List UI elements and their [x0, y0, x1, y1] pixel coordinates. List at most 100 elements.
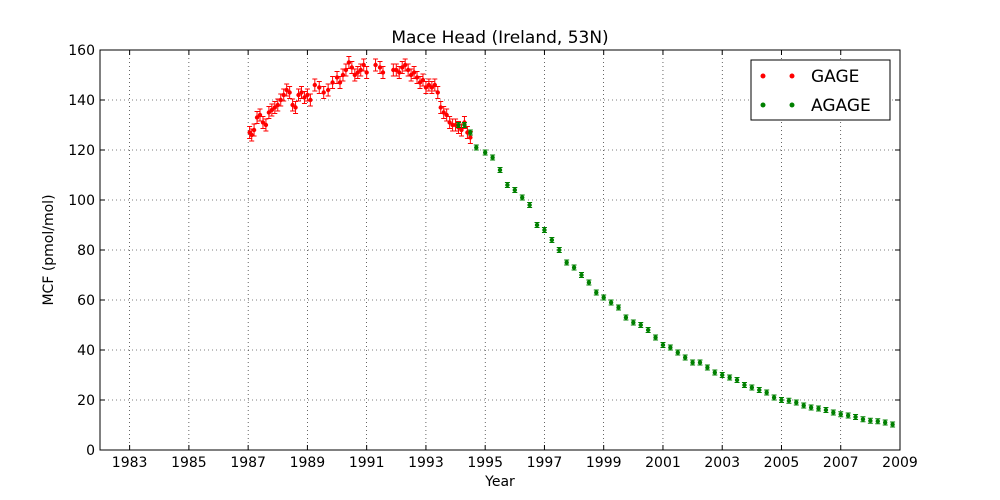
data-point	[441, 110, 446, 115]
legend-box	[750, 59, 891, 121]
data-point	[786, 398, 792, 403]
data-point	[429, 85, 435, 90]
data-point	[808, 405, 814, 410]
legend-agage-marker	[760, 102, 766, 108]
data-point	[549, 237, 555, 243]
data-point	[749, 385, 755, 390]
y-axis-title: MCF (pmol/mol)	[41, 194, 57, 305]
data-point	[564, 260, 569, 265]
data-point	[308, 97, 313, 103]
x-tick-label: 2003	[704, 455, 740, 471]
data-point	[868, 418, 873, 423]
data-point	[278, 97, 283, 103]
data-point	[426, 82, 432, 88]
data-point	[468, 130, 473, 135]
data-point	[616, 305, 621, 310]
data-point	[330, 80, 335, 85]
y-tick-label: 160	[68, 43, 95, 59]
data-point	[571, 265, 577, 270]
y-tick-label: 60	[77, 293, 95, 309]
data-point	[423, 85, 429, 90]
data-point	[284, 87, 289, 93]
data-point	[358, 67, 363, 73]
data-point	[794, 400, 799, 405]
data-point	[882, 420, 888, 425]
data-point	[890, 422, 895, 427]
x-tick-label: 1983	[112, 455, 148, 471]
data-point	[312, 82, 318, 88]
data-point	[623, 315, 629, 320]
data-point	[831, 410, 836, 415]
data-point	[334, 75, 340, 80]
data-point	[340, 72, 346, 78]
legend-gage-marker	[760, 73, 766, 79]
data-point	[631, 320, 636, 325]
data-point	[447, 120, 452, 125]
data-point	[660, 342, 666, 348]
data-point	[296, 92, 301, 98]
data-point	[497, 167, 503, 173]
data-point	[690, 360, 695, 365]
data-point	[474, 145, 479, 150]
data-point	[321, 90, 326, 95]
data-point	[764, 390, 769, 395]
y-tick-label: 0	[86, 443, 95, 459]
data-point	[586, 280, 592, 285]
data-point	[682, 355, 688, 360]
y-tick-label: 120	[68, 143, 95, 159]
data-point	[705, 365, 710, 370]
data-point	[272, 105, 278, 110]
data-point	[875, 419, 880, 424]
x-tick-label: 2005	[764, 455, 800, 471]
data-point	[414, 75, 420, 80]
data-point	[263, 122, 269, 128]
data-point	[482, 150, 488, 155]
data-point	[435, 90, 440, 95]
data-point	[400, 65, 405, 70]
data-point	[734, 377, 740, 383]
x-tick-label: 2001	[645, 455, 681, 471]
data-point	[801, 403, 806, 408]
x-tick-label: 2007	[823, 455, 859, 471]
data-point	[601, 295, 606, 300]
legend-agage-label: AGAGE	[811, 96, 871, 116]
data-point	[527, 202, 532, 208]
x-axis-title: Year	[484, 474, 515, 490]
x-tick-label: 1993	[408, 455, 444, 471]
data-point	[838, 412, 843, 417]
x-tick-label: 2009	[882, 455, 918, 471]
data-point	[579, 272, 584, 278]
data-point	[438, 105, 443, 110]
data-point	[260, 120, 266, 125]
data-point	[675, 350, 680, 355]
data-point	[490, 155, 495, 160]
data-point	[638, 322, 643, 328]
data-point	[757, 387, 762, 393]
data-point	[816, 406, 821, 411]
data-point	[299, 90, 304, 95]
x-tick-label: 1997	[527, 455, 563, 471]
series-agage	[456, 122, 896, 428]
data-point	[352, 72, 358, 78]
series-layer	[247, 56, 896, 428]
x-tick-label: 1985	[171, 455, 207, 471]
legend-gage-marker	[789, 73, 795, 79]
data-point	[266, 110, 272, 115]
series-gage	[247, 56, 473, 144]
data-point	[346, 60, 352, 65]
data-point	[653, 335, 658, 340]
data-point	[325, 87, 331, 93]
data-point	[779, 397, 784, 403]
data-point	[542, 227, 547, 233]
data-point	[668, 345, 673, 350]
x-tick-label: 1991	[349, 455, 385, 471]
data-point	[408, 72, 414, 78]
data-point	[468, 135, 473, 140]
x-tick-label: 1987	[230, 455, 266, 471]
data-point	[417, 80, 423, 85]
y-tick-label: 140	[68, 93, 95, 109]
data-point	[645, 327, 651, 333]
data-point	[534, 222, 540, 228]
data-point	[594, 290, 599, 295]
